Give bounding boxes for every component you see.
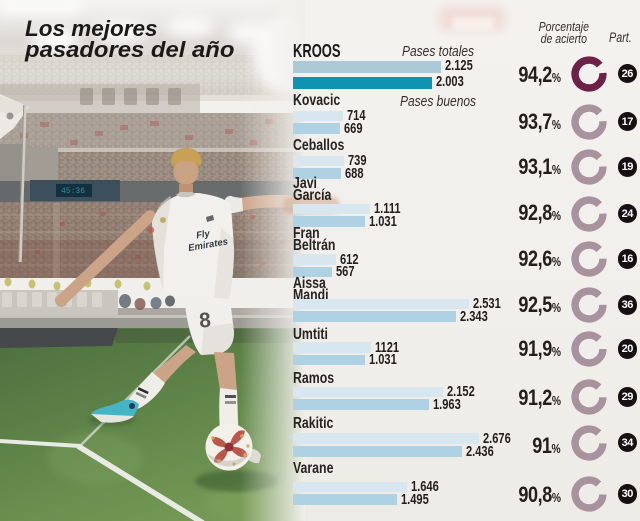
svg-text:8: 8 [198, 309, 212, 333]
svg-text:Fly: Fly [195, 228, 211, 241]
svg-text:45:36: 45:36 [61, 187, 85, 196]
